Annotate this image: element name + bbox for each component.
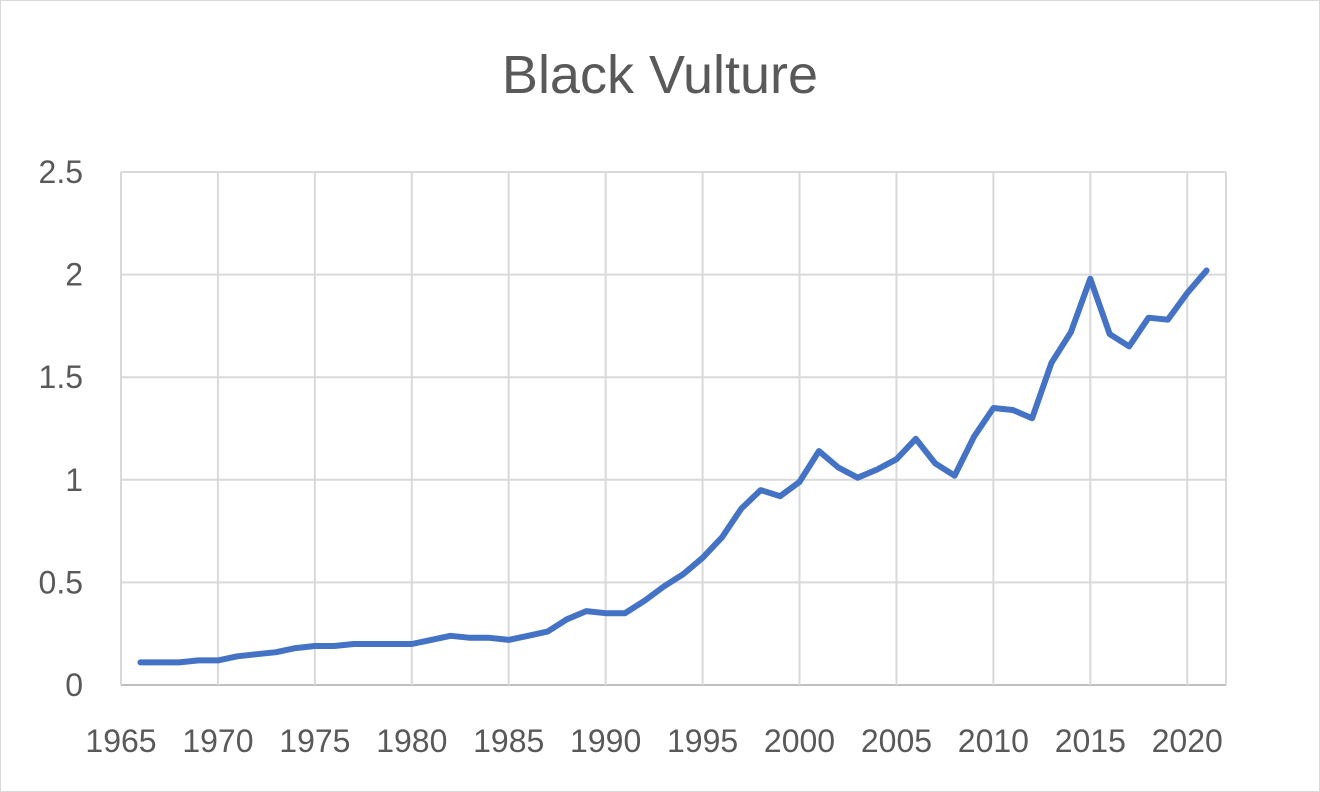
series-layer (137, 267, 1210, 666)
y-tick-label: 2.5 (39, 154, 83, 190)
x-tick-label: 1985 (473, 723, 544, 759)
x-tick-label: 1990 (570, 723, 641, 759)
x-tick-label: 2010 (958, 723, 1029, 759)
y-tick-label: 2 (65, 257, 83, 293)
x-tick-label: 1980 (376, 723, 447, 759)
y-tick-label: 1.5 (39, 359, 83, 395)
x-tick-label: 2000 (764, 723, 835, 759)
y-tick-label: 0 (65, 667, 83, 703)
series-line-0 (137, 267, 1210, 666)
y-tick-label: 1 (65, 462, 83, 498)
x-axis-tick-labels: 1965 1970 1975 1980 1985 1990 1995 2000 2005 2010… (85, 723, 1222, 759)
x-tick-label: 2005 (861, 723, 932, 759)
x-tick-label: 2015 (1055, 723, 1126, 759)
x-tick-label: 1995 (667, 723, 738, 759)
y-tick-label: 0.5 (39, 564, 83, 600)
x-tick-label: 1970 (182, 723, 253, 759)
gridlines (120, 171, 1227, 686)
x-tick-label: 1965 (85, 723, 156, 759)
chart-title: Black Vulture (501, 45, 819, 105)
y-axis-tick-labels: 0 0.5 1 1.5 2 2.5 (39, 154, 83, 703)
x-tick-label: 2020 (1152, 723, 1223, 759)
x-tick-label: 1975 (279, 723, 350, 759)
